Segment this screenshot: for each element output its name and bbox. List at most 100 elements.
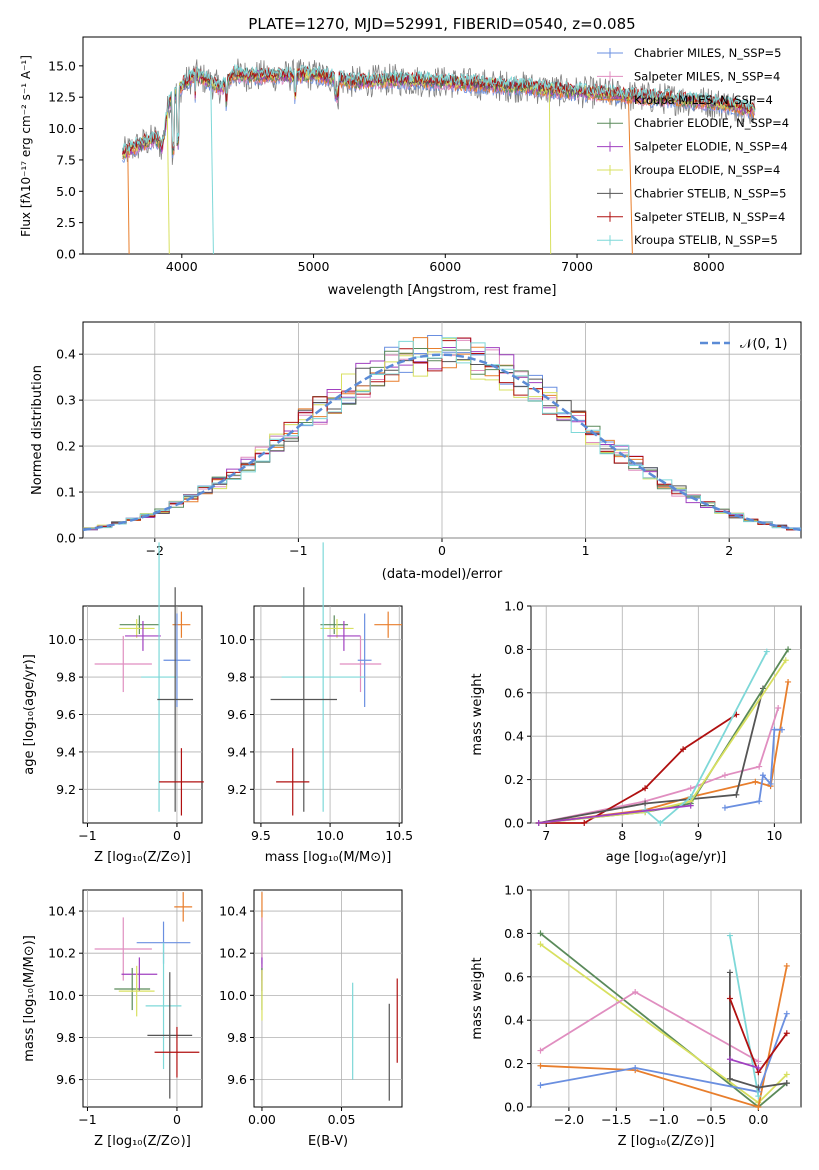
weight-metallicity-point xyxy=(755,1084,762,1091)
age-metallicity-y-tick-label: 9.8 xyxy=(56,670,76,685)
weight-age-point xyxy=(721,772,728,779)
weight-age-point xyxy=(778,726,785,733)
mass-extinction-y-tick-label: 9.8 xyxy=(227,1030,247,1045)
spectrum-curves xyxy=(122,58,756,255)
weight-age-x-tick-label: 10 xyxy=(766,828,782,843)
legend-label-2: Kroupa MILES, N_SSP=4 xyxy=(634,93,773,107)
weight-metallicity-x-tick-label: 0.0 xyxy=(748,1112,768,1127)
weight-metallicity-point xyxy=(755,1064,762,1071)
weight-age-x-tick-label: 8 xyxy=(618,828,626,843)
weight-metallicity-y-tick-label: 1.0 xyxy=(504,883,524,898)
mass-metallicity-y-tick-label: 10.2 xyxy=(48,946,76,961)
weight-age-series-0 xyxy=(538,707,780,824)
legend-label-7: Salpeter STELIB, N_SSP=4 xyxy=(634,210,785,224)
spectrum-x-axis-label: wavelength [Angstrom, rest frame] xyxy=(328,283,557,298)
weight-metallicity-point xyxy=(632,988,639,995)
legend-label-8: Kroupa STELIB, N_SSP=5 xyxy=(634,233,778,247)
mass-metallicity-y-tick-label: 9.6 xyxy=(56,1072,76,1087)
weight-metallicity-point xyxy=(755,1093,762,1100)
weight-metallicity-point xyxy=(537,930,544,937)
weight-metallicity-point xyxy=(783,1071,790,1078)
weight-age-y-tick-label: 0.4 xyxy=(504,729,524,744)
spectrum-y-tick-label: 5.0 xyxy=(56,184,76,199)
age-mass-y-tick-label: 9.4 xyxy=(227,744,247,759)
spectrum-x-tick-label: 4000 xyxy=(166,259,198,274)
weight-age-point xyxy=(771,726,778,733)
histogram-legend: 𝒩(0, 1) xyxy=(700,337,787,352)
spectrum-y-tick-label: 15.0 xyxy=(48,58,76,73)
weight-age-point xyxy=(752,778,759,785)
weight-age-point xyxy=(785,646,792,653)
histogram-x-tick-label: 2 xyxy=(725,543,733,558)
spectrum-panel: PLATE=1270, MJD=52991, FIBERID=0540, z=0… xyxy=(19,15,802,298)
weight-age-x-tick-label: 9 xyxy=(694,828,702,843)
mass-extinction-plot-area xyxy=(253,889,403,1108)
weight-age-y-axis-label: mass weight xyxy=(470,673,485,755)
weight-age-y-tick-label: 0.0 xyxy=(504,816,524,831)
histogram-y-tick-label: 0.0 xyxy=(56,531,76,546)
weight-metallicity-point xyxy=(755,1104,762,1110)
mass-metallicity-y-axis-label: mass [log₁₀(M/M⊙)] xyxy=(22,935,37,1062)
weight-metallicity-y-tick-label: 0.0 xyxy=(504,1100,524,1115)
weight-age-point xyxy=(721,804,728,811)
histogram-x-tick-label: −1 xyxy=(289,543,307,558)
spectrum-y-tick-label: 12.5 xyxy=(48,90,76,105)
mass-extinction-y-tick-label: 10.2 xyxy=(219,946,247,961)
spectrum-dropout xyxy=(210,82,214,255)
histogram-steps xyxy=(82,335,802,532)
weight-age-point xyxy=(642,800,649,807)
weight-age-point xyxy=(733,791,740,798)
mass-extinction-x-axis-label: E(B-V) xyxy=(308,1134,348,1149)
weight-metallicity-y-tick-label: 0.4 xyxy=(504,1013,524,1028)
mass-extinction-y-tick-label: 10.0 xyxy=(219,988,247,1003)
weight-age-point xyxy=(782,657,789,664)
weight-age-point xyxy=(687,802,694,809)
spectrum-dropout xyxy=(627,95,633,255)
spectrum-y-axis-label: Flux [fλ10⁻¹⁷ erg cm⁻² s⁻¹ A⁻¹] xyxy=(19,55,33,237)
weight-metallicity-x-tick-label: −1.5 xyxy=(601,1112,631,1127)
weight-metallicity-point xyxy=(726,932,733,939)
weight-metallicity-point xyxy=(726,969,733,976)
mass-metallicity-y-tick-label: 10.0 xyxy=(48,988,76,1003)
weight-metallicity-y-axis-label: mass weight xyxy=(470,957,485,1039)
age-metallicity-x-axis-label: Z [log₁₀(Z/Z⊙)] xyxy=(94,850,191,865)
weight-metallicity-point xyxy=(537,941,544,948)
mass-metallicity-x-tick-label: 0 xyxy=(173,1112,181,1127)
spectrum-x-tick-label: 8000 xyxy=(693,259,725,274)
legend-label-5: Kroupa ELODIE, N_SSP=4 xyxy=(634,163,780,177)
age-metallicity-y-tick-label: 9.4 xyxy=(56,744,76,759)
histogram-grid: −2 −1 0 1 2 0.0 0.1 0.2 0.3 0.4 xyxy=(56,322,801,558)
mass-extinction-x-tick-label: 0.00 xyxy=(248,1112,276,1127)
residual-histogram-panel: −2 −1 0 1 2 0.0 0.1 0.2 0.3 0.4 (data-model)/erro… xyxy=(30,321,802,582)
histogram-x-tick-label: −2 xyxy=(146,543,164,558)
weight-age-point xyxy=(756,798,763,805)
weight-age-point xyxy=(535,820,542,826)
mass-weight-vs-metallicity-panel: −2.0 −1.5 −1.0 −0.5 0.0 0.0 0.2 0.4 0.6 0.8 1.0 Z [… xyxy=(470,883,802,1149)
weight-age-series-6 xyxy=(644,651,768,825)
spectrum-y-tick-label: 0.0 xyxy=(56,247,76,262)
mass-metallicity-x-axis-label: Z [log₁₀(Z/Z⊙)] xyxy=(94,1134,191,1149)
weight-age-x-axis-label: age [log₁₀(age/yr)] xyxy=(606,850,727,865)
weight-age-series-8 xyxy=(538,804,691,824)
weight-age-point xyxy=(759,772,766,779)
weight-metallicity-point xyxy=(537,1062,544,1069)
mass-metallicity-x-tick-label: −1 xyxy=(78,1112,96,1127)
spectrum-ticks: 4000 5000 6000 7000 8000 0.0 2.5 5.0 7.5 10.0 12.5… xyxy=(48,58,725,274)
age-metallicity-y-tick-label: 9.6 xyxy=(56,707,76,722)
weight-age-point xyxy=(687,793,694,800)
spectrum-x-tick-label: 6000 xyxy=(429,259,461,274)
weight-age-y-tick-label: 1.0 xyxy=(504,599,524,614)
weight-metallicity-point xyxy=(726,1075,733,1082)
weight-metallicity-series-5 xyxy=(729,935,760,1097)
mass-vs-extinction-panel: 0.00 0.05 9.6 9.8 10.0 10.2 10.4 E(B-V) xyxy=(219,889,403,1149)
mass-metallicity-plot-area xyxy=(82,889,203,1108)
weight-metallicity-point xyxy=(783,1080,790,1087)
age-vs-mass-panel: 9.5 10.0 10.5 9.2 9.4 9.6 9.8 10.0 mass [log₁₀(M… xyxy=(219,542,413,865)
histogram-y-axis-label: Normed distribution xyxy=(30,365,45,495)
gaussian-legend-label: 𝒩(0, 1) xyxy=(740,337,787,352)
mass-vs-metallicity-panel: −1 0 9.6 9.8 10.0 10.2 10.4 Z [log₁₀(Z/Z⊙)] mass… xyxy=(22,889,203,1149)
weight-age-y-tick-label: 0.8 xyxy=(504,642,524,657)
spectrum-dropout xyxy=(548,89,552,255)
weight-metallicity-x-tick-label: −2.0 xyxy=(554,1112,584,1127)
